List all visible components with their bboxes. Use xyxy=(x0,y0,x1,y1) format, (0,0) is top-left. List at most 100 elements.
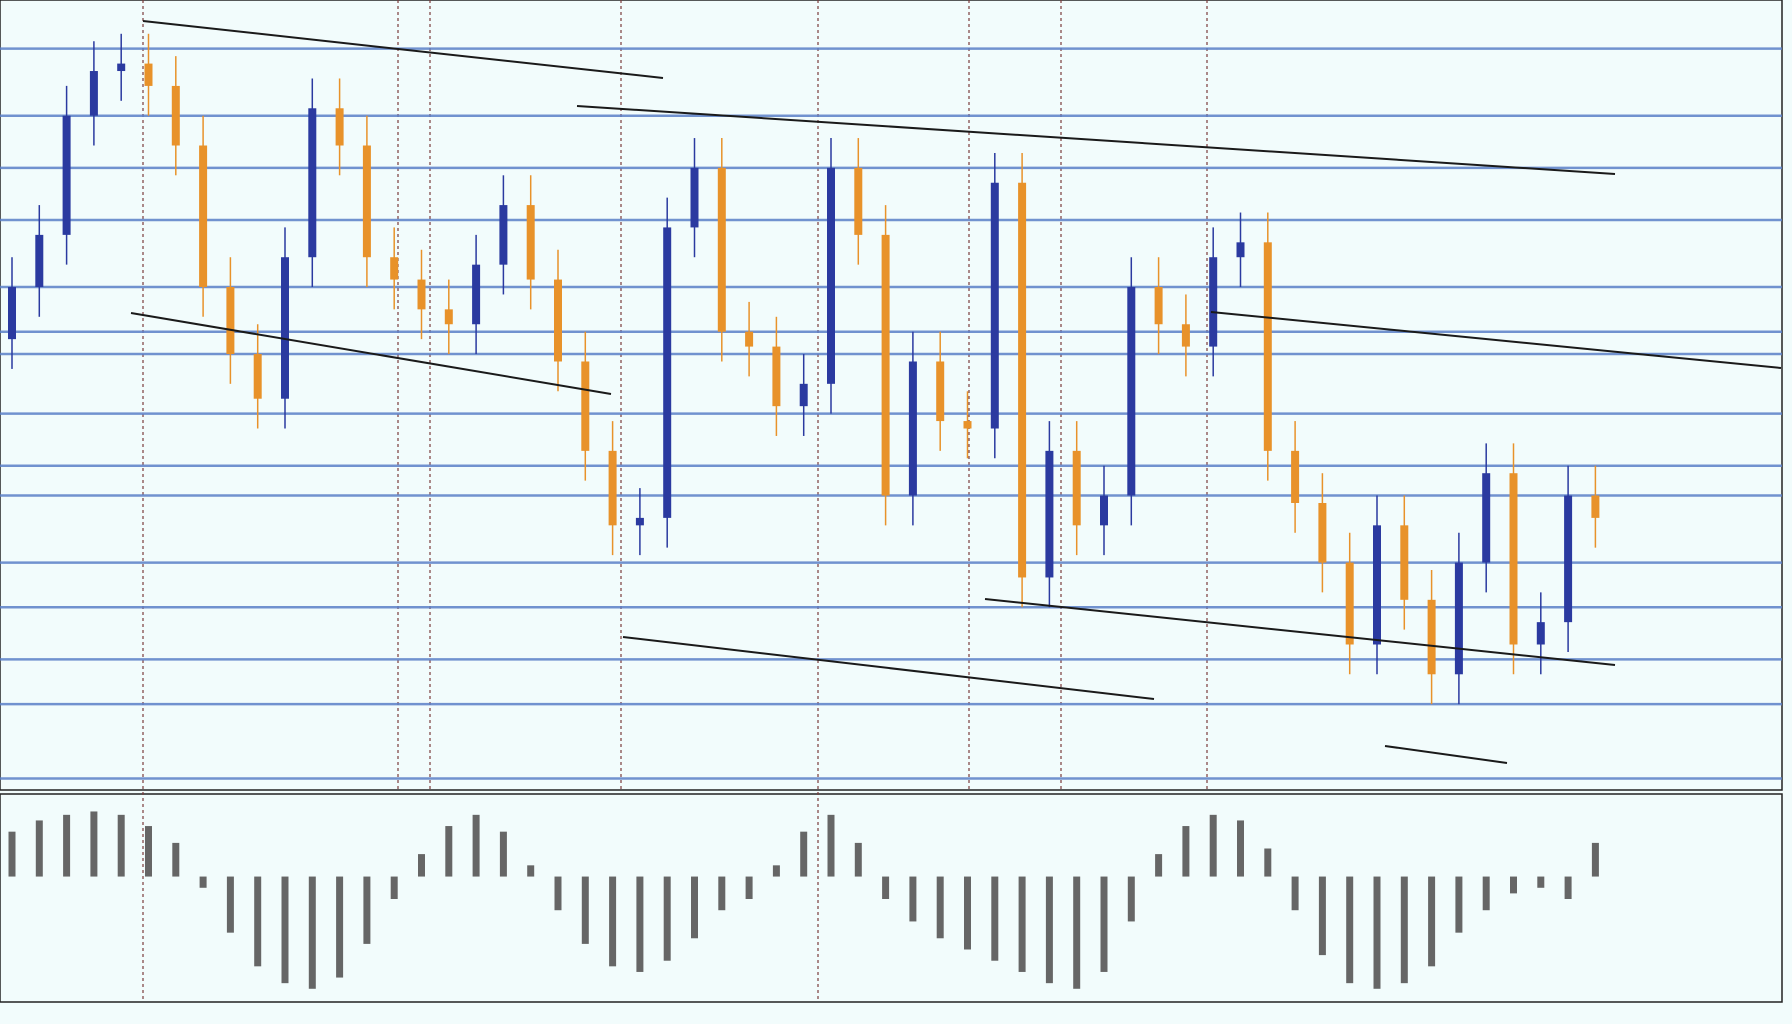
trend-line xyxy=(1384,745,1508,764)
oscillator-bar xyxy=(35,820,43,877)
candle-body xyxy=(1127,287,1136,496)
candle-body xyxy=(89,71,98,116)
candle-body xyxy=(1154,287,1163,325)
candle-body xyxy=(1318,502,1327,563)
oscillator-bar xyxy=(281,876,289,984)
candle-body xyxy=(1482,473,1491,563)
oscillator-bar xyxy=(499,831,507,877)
oscillator-bar xyxy=(772,865,780,877)
candle-body xyxy=(1454,562,1463,675)
oscillator-bar xyxy=(909,876,917,922)
candle-body xyxy=(1291,450,1300,503)
oscillator-bar xyxy=(1537,876,1545,888)
oscillator-bar xyxy=(609,876,617,967)
trend-line xyxy=(622,636,1155,700)
candle-body xyxy=(799,383,808,407)
candle-body xyxy=(1263,242,1272,451)
trend-line xyxy=(576,105,1616,175)
oscillator-bar xyxy=(1510,876,1517,894)
candle-body xyxy=(335,108,344,146)
trend-line xyxy=(984,598,1616,666)
candle-body xyxy=(444,309,453,325)
candle-body xyxy=(472,264,481,325)
candle-body xyxy=(1209,257,1218,347)
oscillator-panel xyxy=(0,793,1783,1003)
oscillator-bar xyxy=(336,876,344,978)
oscillator-bar xyxy=(199,876,207,888)
oscillator-bar xyxy=(418,854,425,877)
candle-body xyxy=(1072,450,1081,526)
oscillator-bar xyxy=(1346,876,1354,984)
oscillator-bar xyxy=(390,876,398,899)
candle-body xyxy=(1236,242,1245,258)
candle-body xyxy=(390,257,399,280)
candle-body xyxy=(8,287,16,340)
candle-body xyxy=(554,279,562,362)
candle-body xyxy=(717,167,726,332)
candle-body xyxy=(581,361,590,451)
candle-body xyxy=(499,205,508,265)
oscillator-bar xyxy=(1564,876,1572,899)
oscillator-bar xyxy=(1018,876,1026,972)
oscillator-bar xyxy=(117,814,125,877)
oscillator-bar xyxy=(854,842,862,877)
oscillator-bar xyxy=(1400,876,1408,984)
oscillator-bar xyxy=(991,876,999,961)
oscillator-bar xyxy=(1127,876,1135,922)
oscillator-bar xyxy=(63,814,71,877)
oscillator-bar xyxy=(1237,820,1244,877)
candle-body xyxy=(881,234,890,496)
candle-body xyxy=(854,167,863,235)
candle-body xyxy=(117,63,126,72)
oscillator-bar xyxy=(308,876,316,989)
candle-body xyxy=(226,287,235,355)
candle-body xyxy=(827,167,835,384)
oscillator-bar xyxy=(90,811,98,877)
oscillator-bar xyxy=(1155,854,1163,877)
oscillator-bar xyxy=(691,876,698,939)
candle-body xyxy=(199,145,208,288)
trend-line xyxy=(130,312,612,395)
oscillator-bar xyxy=(827,814,835,877)
oscillator-bar xyxy=(1073,876,1081,989)
oscillator-bar xyxy=(1482,876,1490,911)
candle-body xyxy=(608,450,617,526)
trend-lines xyxy=(130,20,1782,764)
candle-body xyxy=(908,361,917,496)
candle-body xyxy=(1181,324,1190,347)
oscillator-bar xyxy=(1318,876,1326,956)
oscillator-bar xyxy=(472,814,480,877)
candle-body xyxy=(308,108,317,258)
oscillator-bar xyxy=(581,876,589,944)
oscillator-bar xyxy=(1264,848,1272,877)
candle-body xyxy=(281,257,289,399)
candle-body xyxy=(1591,495,1600,518)
candle-body xyxy=(936,361,945,422)
oscillator-bar xyxy=(145,826,152,877)
candle-body xyxy=(1400,525,1409,600)
oscillator-bar xyxy=(964,876,971,950)
candle-body xyxy=(663,227,672,518)
candle-body xyxy=(62,115,71,235)
trend-line xyxy=(142,20,664,79)
candle-body xyxy=(690,167,699,228)
candle-body xyxy=(635,517,644,526)
oscillator-bar xyxy=(363,876,371,944)
oscillator-bar xyxy=(1209,814,1217,877)
oscillator-bar xyxy=(718,876,726,911)
candle-body xyxy=(1018,182,1027,578)
oscillator-bar xyxy=(554,876,562,911)
candle-body xyxy=(1564,495,1573,623)
candle-body xyxy=(1536,622,1545,645)
oscillator-bar xyxy=(1428,876,1436,967)
oscillator-bar xyxy=(1373,876,1381,989)
candle-body xyxy=(362,145,371,258)
oscillator-bar xyxy=(254,876,262,967)
oscillator-bar xyxy=(1291,876,1299,911)
candle-body xyxy=(1045,450,1054,578)
oscillator-bar xyxy=(527,865,535,877)
oscillator-bar xyxy=(445,826,453,877)
candle-body xyxy=(745,331,754,347)
oscillator-bar xyxy=(8,831,16,877)
candle-body xyxy=(1509,473,1518,645)
